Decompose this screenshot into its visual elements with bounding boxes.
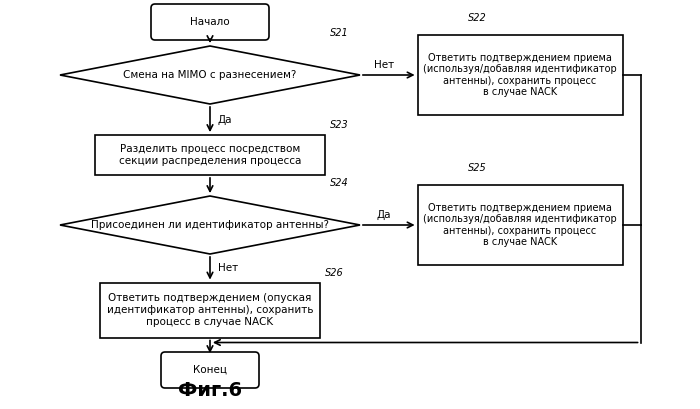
Text: Начало: Начало xyxy=(190,17,230,27)
Text: Ответить подтверждением приема
(используя/добавляя идентификатор
антенны), сохра: Ответить подтверждением приема (использу… xyxy=(423,202,617,247)
Text: Смена на MIMO с разнесением?: Смена на MIMO с разнесением? xyxy=(123,70,297,80)
Bar xyxy=(417,35,622,115)
Text: Да: Да xyxy=(218,115,232,124)
Text: S22: S22 xyxy=(468,13,487,23)
Text: Нет: Нет xyxy=(218,263,238,273)
Text: Присоединен ли идентификатор антенны?: Присоединен ли идентификатор антенны? xyxy=(91,220,329,230)
FancyBboxPatch shape xyxy=(161,352,259,388)
Text: S24: S24 xyxy=(330,178,349,188)
Polygon shape xyxy=(60,196,360,254)
FancyBboxPatch shape xyxy=(151,4,269,40)
Text: Нет: Нет xyxy=(374,60,394,70)
Text: Фиг.6: Фиг.6 xyxy=(178,381,242,400)
Text: Да: Да xyxy=(377,210,391,220)
Bar xyxy=(95,135,325,175)
Text: Ответить подтверждением (опуская
идентификатор антенны), сохранить
процесс в слу: Ответить подтверждением (опуская идентиф… xyxy=(106,293,314,327)
Polygon shape xyxy=(60,46,360,104)
Text: S21: S21 xyxy=(330,28,349,38)
Text: Разделить процесс посредством
секции распределения процесса: Разделить процесс посредством секции рас… xyxy=(119,144,301,166)
Text: Ответить подтверждением приема
(используя/добавляя идентификатор
антенны), сохра: Ответить подтверждением приема (использу… xyxy=(423,53,617,97)
Bar xyxy=(100,283,320,337)
Text: S26: S26 xyxy=(325,267,344,277)
Text: Конец: Конец xyxy=(193,365,227,375)
Text: S23: S23 xyxy=(330,120,349,130)
Bar xyxy=(417,185,622,265)
Text: S25: S25 xyxy=(468,163,487,173)
